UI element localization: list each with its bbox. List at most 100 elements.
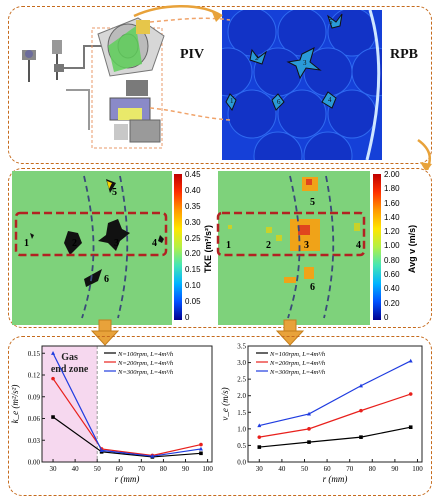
data-point (359, 408, 363, 413)
tke-colorbar (174, 174, 182, 320)
series-line (52, 378, 202, 457)
y-tick-label: 0.03 (28, 437, 41, 445)
vel-region-5: 5 (310, 197, 315, 208)
series-line (259, 426, 411, 448)
tke-colorbar-ticks: 0.45 0.40 0.35 0.30 0.25 0.20 0.15 0.10 … (185, 170, 211, 322)
x-tick-label: 30 (50, 465, 58, 473)
tke-tick: 0.35 (185, 201, 201, 211)
rpb-flow-image: 5 2 3 1 6 4 (222, 10, 382, 160)
down-arrow-right (275, 319, 305, 346)
data-point (307, 427, 311, 431)
tke-colorbar-label: TKE (m²/s²) (203, 225, 213, 273)
data-point (199, 442, 203, 447)
legend-label: N=100rpm, L=4m³/h (117, 351, 173, 358)
data-point (99, 448, 104, 452)
vel-region-6: 6 (310, 282, 315, 293)
data-point (408, 425, 413, 429)
middle-panel (8, 168, 432, 328)
x-tick-label: 70 (138, 465, 146, 473)
x-tick-label: 60 (324, 465, 332, 473)
data-point (51, 376, 55, 381)
y-tick-label: 1.5 (237, 409, 246, 417)
y-tick-label: 0.12 (28, 372, 41, 380)
x-tick-label: 80 (369, 465, 377, 473)
svg-text:2: 2 (255, 54, 259, 62)
piv-label: PIV (180, 47, 205, 62)
y-tick-label: 1.0 (237, 425, 246, 433)
data-point (51, 351, 56, 355)
y-tick-label: 0.06 (28, 415, 41, 423)
plot-frame (41, 345, 213, 463)
y-tick-label: 0.09 (28, 393, 41, 401)
vel-region-1: 1 (226, 240, 231, 251)
vel-colorbar-ticks: 2.00 1.80 1.60 1.40 1.20 1.00 0.80 0.60 … (384, 170, 410, 322)
vel-tick: 1.20 (384, 227, 400, 237)
legend-label: N=100rpm, L=4m³/h (269, 351, 325, 358)
tke-tick: 0.45 (185, 170, 201, 179)
tke-region-3: 3 (114, 238, 119, 249)
data-point (307, 411, 312, 416)
vel-tick: 1.80 (384, 184, 400, 194)
tke-tick: 0.20 (185, 249, 201, 259)
tke-region-6: 6 (104, 274, 109, 285)
tke-tick: 0.15 (185, 265, 201, 275)
vel-tick: 0.60 (384, 270, 400, 280)
y-tick-label: 0.0 (237, 459, 246, 467)
legend-label: N=200rpm, L=4m³/h (117, 360, 173, 367)
x-tick-label: 100 (202, 465, 213, 473)
x-tick-label: 30 (256, 465, 264, 473)
top-connector-lines (133, 5, 432, 170)
legend-label: N=300rpm, L=4m³/h (117, 369, 173, 376)
tke-region-2: 2 (72, 238, 77, 249)
top-panel (8, 6, 432, 164)
gas-end-zone-label: end zone (51, 364, 89, 375)
plot-frame (247, 345, 423, 463)
vel-region-4: 4 (356, 240, 361, 251)
svg-text:1: 1 (230, 97, 234, 105)
down-arrows (90, 319, 305, 346)
data-point (408, 358, 413, 363)
tke-tick: 0 (185, 312, 190, 322)
x-tick-label: 50 (94, 465, 102, 473)
tke-tick: 0.30 (185, 217, 201, 227)
x-tick-label: 90 (391, 465, 399, 473)
vel-tick: 0.80 (384, 255, 400, 265)
data-point (257, 445, 262, 449)
data-point (408, 392, 413, 396)
x-tick-label: 40 (72, 465, 80, 473)
data-point (359, 435, 363, 439)
vel-tick: 1.00 (384, 241, 400, 251)
vel-tick: 0 (384, 312, 389, 322)
vel-region-2: 2 (266, 240, 271, 251)
legend-label: N=300rpm, L=4m³/h (269, 369, 325, 376)
legend-label: N=200rpm, L=4m³/h (269, 360, 325, 367)
vel-colorbar-label: Avg v (m/s) (407, 224, 417, 274)
data-point (257, 435, 262, 439)
data-point (150, 454, 155, 458)
y-tick-label: 0.00 (28, 459, 41, 467)
y-axis-label: k_e (m²/s²) (10, 385, 20, 424)
vel-tick: 1.40 (384, 212, 400, 222)
x-tick-label: 80 (160, 465, 168, 473)
svg-text:4: 4 (328, 96, 332, 104)
x-tick-label: 90 (182, 465, 190, 473)
tke-tick: 0.10 (185, 281, 201, 291)
y-axis-label: v_e (m/s) (220, 387, 230, 420)
vel-region-3: 3 (304, 240, 309, 251)
y-tick-label: 0.15 (28, 350, 41, 358)
vel-tick: 0.20 (384, 298, 400, 308)
svg-text:5: 5 (329, 18, 333, 26)
y-tick-label: 2.5 (237, 376, 246, 384)
data-point (358, 383, 363, 388)
gas-end-zone-label: Gas (61, 352, 78, 363)
series-line (259, 360, 411, 427)
data-point (307, 440, 311, 444)
y-tick-label: 0.5 (237, 442, 246, 450)
bottom-panel (8, 336, 432, 496)
tke-tick: 0.25 (185, 233, 201, 243)
svg-text:3: 3 (303, 59, 307, 67)
x-tick-label: 50 (301, 465, 309, 473)
series-line (259, 393, 411, 438)
data-point (199, 451, 203, 456)
data-point (51, 415, 55, 419)
